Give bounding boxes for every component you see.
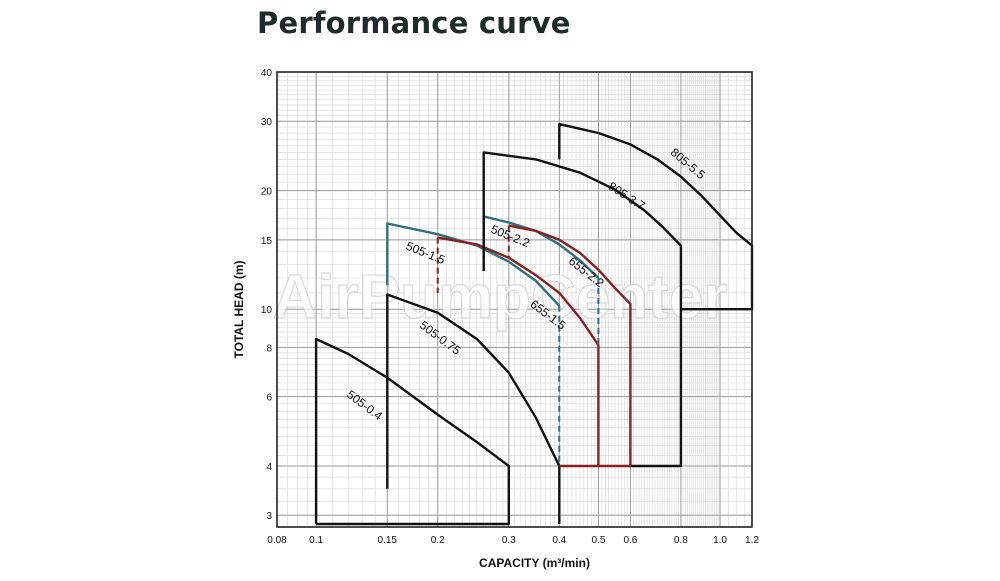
chart-title: Performance curve	[257, 6, 571, 40]
plot-frame	[276, 71, 753, 528]
y-tick-label: 30	[261, 117, 273, 128]
x-tick-label: 0.2	[431, 535, 445, 546]
y-tick-label: 15	[261, 236, 273, 247]
y-tick-label: 40	[261, 68, 273, 79]
x-axis-label: CAPACITY (m³/min)	[479, 556, 590, 570]
plot-border	[276, 71, 753, 528]
y-tick-label: 3	[266, 511, 272, 522]
y-axis-label: TOTAL HEAD (m)	[232, 260, 246, 358]
curve-label: 505-0.4	[344, 387, 385, 423]
series-line	[437, 236, 600, 468]
series-line	[482, 151, 683, 468]
x-tick-label: 1.2	[745, 535, 759, 546]
y-tick-label: 6	[266, 393, 272, 404]
series-line	[508, 224, 632, 468]
series-line	[314, 337, 510, 526]
y-tick-label: 20	[261, 187, 273, 198]
series-lines	[314, 122, 754, 526]
y-tick-label: 4	[266, 462, 272, 473]
tick-labels: 0.08 0.1 0.15 0.2 0.3 0.4 0.5 0.6 0.8 1.0 1.2 3 4 6 8 1…	[261, 68, 760, 546]
x-tick-label: 0.1	[309, 535, 323, 546]
x-tick-label: 0.4	[552, 535, 566, 546]
x-tick-label: 1.0	[713, 535, 727, 546]
y-tick-label: 8	[266, 343, 272, 354]
x-tick-label: 0.8	[674, 535, 688, 546]
x-tick-label: 0.5	[591, 535, 605, 546]
x-tick-label: 0.15	[378, 535, 398, 546]
watermark: AirPumpCenter	[272, 262, 728, 332]
watermark-text: AirPumpCenter	[273, 263, 728, 332]
x-tick-label: 0.3	[502, 535, 516, 546]
curve-label: 805-5.5	[668, 145, 708, 182]
series-line	[386, 293, 561, 524]
x-tick-label: 0.08	[267, 535, 287, 546]
x-tick-label: 0.6	[623, 535, 637, 546]
y-tick-label: 10	[261, 305, 273, 316]
